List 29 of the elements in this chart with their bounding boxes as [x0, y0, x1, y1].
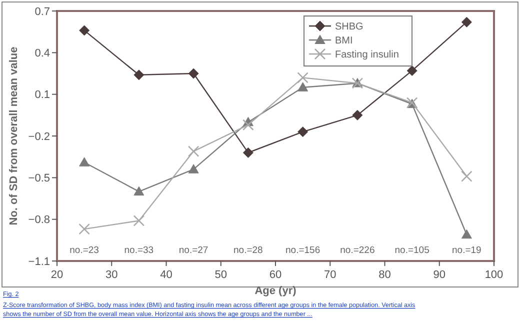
annotation: no.=19 [452, 245, 482, 256]
y-tick-label: −1.1 [28, 256, 50, 268]
y-tick-label: 0.1 [34, 89, 50, 102]
x-tick-label: 30 [106, 269, 118, 281]
x-tick-label: 80 [378, 269, 391, 281]
annotation: no.=226 [340, 245, 375, 256]
annotation: no.=156 [286, 245, 320, 256]
y-tick-label: 0.4 [34, 48, 50, 60]
legend-label: BMI [335, 36, 353, 46]
x-tick-label: 40 [160, 269, 172, 281]
x-tick-label: 20 [50, 269, 64, 281]
y-tick-label: 0.7 [34, 6, 50, 18]
x-tick-label: 90 [433, 269, 446, 281]
legend-label: SHBG [335, 22, 364, 32]
y-tick-label: −0.8 [28, 214, 50, 226]
y-axis-title: No. of SD from overall mean value [8, 46, 20, 226]
x-tick-label: 100 [484, 269, 504, 281]
x-tick-label: 60 [269, 269, 282, 281]
y-tick-label: −0.5 [28, 172, 50, 185]
y-tick-label: −0.2 [28, 130, 50, 143]
annotation: no.=33 [124, 245, 154, 256]
annotation: no.=27 [178, 245, 208, 256]
x-axis-title: Age (yr) [254, 285, 297, 297]
x-tick-label: 50 [214, 269, 227, 281]
annotation: no.=28 [234, 245, 263, 256]
legend-label: Fasting insulin [335, 50, 399, 60]
annotation: no.=105 [394, 245, 430, 256]
x-tick-label: 70 [324, 269, 336, 281]
annotation: no.=23 [70, 245, 99, 256]
